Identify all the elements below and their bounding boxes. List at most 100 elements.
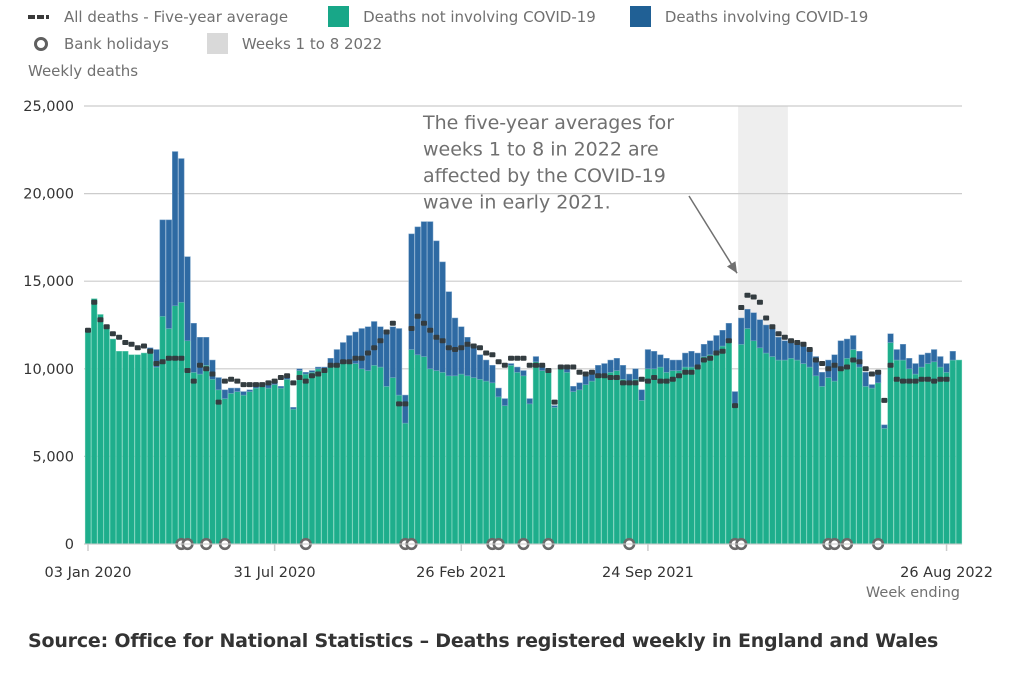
five-year-average-dash xyxy=(607,375,614,381)
five-year-average-dash xyxy=(601,373,608,379)
five-year-average-dash xyxy=(719,348,726,354)
five-year-average-dash xyxy=(850,357,857,363)
bar-not-covid xyxy=(246,391,253,545)
bar-not-covid xyxy=(520,375,527,545)
bar-not-covid xyxy=(340,363,347,545)
five-year-average-dash xyxy=(532,362,539,368)
five-year-average-dash xyxy=(738,304,745,310)
legend-label: Bank holidays xyxy=(64,34,169,53)
five-year-average-dash xyxy=(825,366,832,372)
bar-covid xyxy=(209,359,216,380)
five-year-average-dash xyxy=(140,343,147,349)
bar-not-covid xyxy=(153,366,160,545)
five-year-average-dash xyxy=(756,299,763,305)
bar-not-covid xyxy=(949,359,956,545)
bar-covid xyxy=(781,340,788,361)
bar-covid xyxy=(943,363,950,373)
bar-not-covid xyxy=(582,384,589,545)
annotation-arrow-head-icon xyxy=(726,261,738,274)
bar-not-covid xyxy=(196,373,204,545)
five-year-average-dash xyxy=(875,369,882,375)
five-year-average-dash xyxy=(912,378,919,384)
bar-covid xyxy=(763,324,770,354)
five-year-average-dash xyxy=(284,373,291,379)
bar-covid xyxy=(246,389,253,392)
bar-covid xyxy=(308,370,316,373)
bar-not-covid xyxy=(507,365,515,545)
five-year-average-dash xyxy=(308,373,315,379)
bar-not-covid xyxy=(719,345,726,545)
five-year-average-dash xyxy=(545,368,552,374)
green-square-icon xyxy=(328,6,350,27)
bar-not-covid xyxy=(91,298,98,545)
five-year-average-dash xyxy=(178,355,185,361)
five-year-average-dash xyxy=(744,292,751,298)
y-tick-label: 5,000 xyxy=(32,449,74,465)
bar-not-covid xyxy=(402,422,409,545)
bar-covid xyxy=(638,389,645,401)
five-year-average-dash xyxy=(458,345,465,351)
five-year-average-dash xyxy=(595,373,602,379)
five-year-average-dash xyxy=(290,380,297,386)
bar-not-covid xyxy=(383,386,390,545)
y-tick-label: 0 xyxy=(65,537,74,553)
bar-not-covid xyxy=(738,344,745,545)
bar-not-covid xyxy=(277,387,284,545)
five-year-average-dash xyxy=(732,403,739,409)
five-year-average-dash xyxy=(775,331,782,337)
bar-not-covid xyxy=(545,372,552,545)
x-tick-label: 26 Aug 2022 xyxy=(900,565,993,581)
bar-not-covid xyxy=(794,359,801,545)
annotation-text: The five-year averages for xyxy=(422,112,674,134)
bar-covid xyxy=(675,359,683,371)
bar-covid xyxy=(501,398,508,406)
bar-covid xyxy=(850,335,857,350)
bar-not-covid xyxy=(837,366,844,545)
bar-covid xyxy=(787,342,795,359)
bar-not-covid xyxy=(763,352,770,545)
bar-not-covid xyxy=(663,372,670,545)
bar-covid xyxy=(949,351,956,361)
bar-covid xyxy=(383,330,390,387)
bar-covid xyxy=(352,331,359,364)
bar-not-covid xyxy=(234,391,241,545)
bar-covid xyxy=(277,386,284,389)
bar-not-covid xyxy=(495,396,502,545)
y-tick-label: 20,000 xyxy=(23,187,74,203)
bar-covid xyxy=(234,387,241,392)
legend-label: Deaths not involving COVID-19 xyxy=(363,7,596,26)
annotation-text: affected by the COVID-19 xyxy=(423,165,666,187)
five-year-average-dash xyxy=(103,324,110,330)
bar-covid xyxy=(937,356,944,368)
bar-not-covid xyxy=(539,370,546,545)
bar-covid xyxy=(439,261,446,373)
five-year-average-dash xyxy=(694,364,701,370)
bar-not-covid xyxy=(290,408,297,545)
bar-not-covid xyxy=(470,377,477,545)
bar-covid xyxy=(862,372,869,387)
five-year-average-dash xyxy=(433,334,440,340)
five-year-average-dash xyxy=(377,338,384,344)
bar-covid xyxy=(520,370,527,377)
bar-not-covid xyxy=(172,305,179,545)
five-year-average-dash xyxy=(626,380,633,386)
bar-not-covid xyxy=(651,368,658,545)
bar-not-covid xyxy=(638,400,645,545)
five-year-average-dash xyxy=(203,366,210,372)
bar-covid xyxy=(756,319,763,349)
bar-not-covid xyxy=(97,314,104,545)
bar-not-covid xyxy=(906,368,913,545)
bar-not-covid xyxy=(856,366,863,545)
bar-covid xyxy=(682,352,689,368)
bar-not-covid xyxy=(595,375,602,545)
five-year-average-dash xyxy=(271,378,278,384)
five-year-average-dash xyxy=(445,345,452,351)
bar-not-covid xyxy=(452,375,459,545)
bar-not-covid xyxy=(259,386,266,545)
five-year-average-dash xyxy=(240,382,247,388)
bar-covid xyxy=(899,344,907,361)
five-year-average-dash xyxy=(277,375,284,381)
five-year-average-dash xyxy=(812,357,819,363)
bar-covid xyxy=(769,328,776,357)
